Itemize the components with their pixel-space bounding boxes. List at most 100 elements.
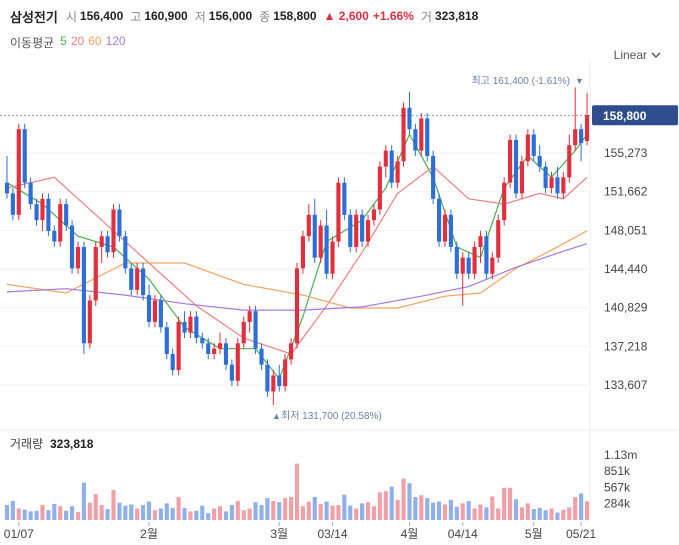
candle-body — [579, 129, 584, 144]
volume-bar — [117, 502, 122, 520]
volume-bar — [413, 496, 418, 520]
volume-bar — [519, 507, 525, 520]
candle-body — [194, 316, 199, 338]
candle-body — [241, 321, 246, 344]
y-tick-label: 151,662 — [604, 185, 648, 199]
candle-body — [111, 209, 116, 253]
ma-20: 20 — [70, 34, 85, 48]
candle-body — [348, 214, 353, 247]
candle-body — [135, 268, 140, 290]
volume-bar — [336, 505, 341, 520]
candle-body — [206, 343, 211, 355]
candle-body — [478, 236, 483, 247]
volume-bar — [360, 503, 365, 520]
candle-body — [519, 161, 525, 194]
candle-body — [152, 300, 158, 322]
candle-body — [223, 343, 229, 365]
candle-body — [490, 257, 495, 274]
candle-body — [28, 182, 33, 205]
candle-body — [182, 321, 187, 333]
candle-body — [64, 204, 69, 226]
max-price-label: 최고 161,400 (-1.61%) — [472, 75, 570, 87]
chevron-down-icon — [651, 52, 661, 58]
volume-bar — [22, 509, 27, 520]
y-tick-label: 148,051 — [604, 223, 648, 237]
y-tick-label: 137,218 — [604, 339, 648, 353]
volume-bar — [34, 510, 39, 520]
candle-body — [69, 225, 75, 269]
volume-bar — [16, 508, 21, 520]
y-tick-label: 144,440 — [604, 262, 648, 276]
high-label: 고 — [130, 9, 142, 24]
y-tick-label: 133,607 — [604, 378, 648, 392]
volume-bar — [300, 506, 305, 520]
volume-bar — [69, 506, 75, 520]
volume-bar — [164, 503, 169, 520]
candle-body — [105, 236, 110, 253]
volume-bar — [537, 507, 542, 520]
stock-name: 삼성전기 — [10, 9, 58, 25]
max-price-marker: ▼ — [575, 76, 584, 86]
volume-current-value: 323,818 — [50, 437, 94, 451]
volume-bar — [229, 505, 234, 520]
volume-bar — [271, 501, 276, 520]
y-tick-label: 140,829 — [604, 301, 648, 315]
volume-bar — [579, 493, 584, 520]
ma-60: 60 — [88, 34, 102, 48]
volume-tick-label: 1.13m — [604, 448, 637, 462]
x-tick-label: 04/14 — [448, 527, 478, 541]
candle-body — [146, 295, 152, 322]
volume-bar — [502, 487, 507, 520]
candle-body — [283, 359, 288, 387]
candle-body — [543, 166, 548, 189]
candle-body — [531, 134, 536, 156]
ma-120: 120 — [105, 34, 126, 48]
candle-body — [247, 311, 252, 322]
scale-label: Linear — [613, 48, 647, 62]
volume-bar — [342, 494, 347, 520]
volume-bar — [194, 510, 199, 520]
current-price-value: 158,800 — [603, 109, 647, 123]
moving-average-legend[interactable]: 이동평균 5 20 60 120 — [10, 34, 126, 51]
candle-body — [10, 193, 15, 215]
volume-bar — [235, 501, 240, 520]
volume-bar — [431, 502, 436, 520]
candle-body — [93, 246, 98, 301]
min-price-marker: ▲ — [272, 411, 281, 421]
candle-body — [549, 177, 554, 189]
volume-bar — [247, 508, 252, 520]
high-value: 160,900 — [144, 9, 188, 23]
volume-bar — [158, 508, 163, 520]
volume-bar — [52, 503, 57, 520]
candle-body — [46, 198, 51, 231]
volume-bar — [389, 486, 394, 520]
candle-body — [253, 311, 258, 349]
candle-body — [442, 214, 448, 242]
candle-body — [129, 268, 134, 290]
volume-bar — [217, 506, 223, 520]
volume-bar — [123, 505, 128, 520]
current-price-tag — [592, 105, 678, 126]
candle-body — [271, 375, 276, 392]
candle-body — [22, 129, 27, 183]
candle-body — [395, 161, 400, 183]
scale-dropdown[interactable]: Linear — [614, 48, 661, 62]
volume-bar — [105, 509, 110, 520]
candle-body — [460, 257, 465, 274]
candle-body — [164, 327, 169, 355]
volume-bar — [206, 513, 211, 520]
volume-bar — [176, 496, 181, 520]
volume-bar — [567, 507, 572, 520]
volume-tick-label: 567k — [604, 480, 631, 494]
volume-bar — [129, 504, 134, 520]
volume-value: 323,818 — [434, 9, 479, 23]
volume-bar — [454, 506, 459, 520]
candle-body — [277, 375, 282, 387]
volume-bar — [324, 501, 329, 520]
volume-bar — [10, 501, 15, 520]
volume-bar — [253, 502, 258, 520]
volume-bar — [419, 495, 424, 520]
candle-body — [294, 268, 300, 344]
open-value: 156,400 — [79, 9, 124, 23]
